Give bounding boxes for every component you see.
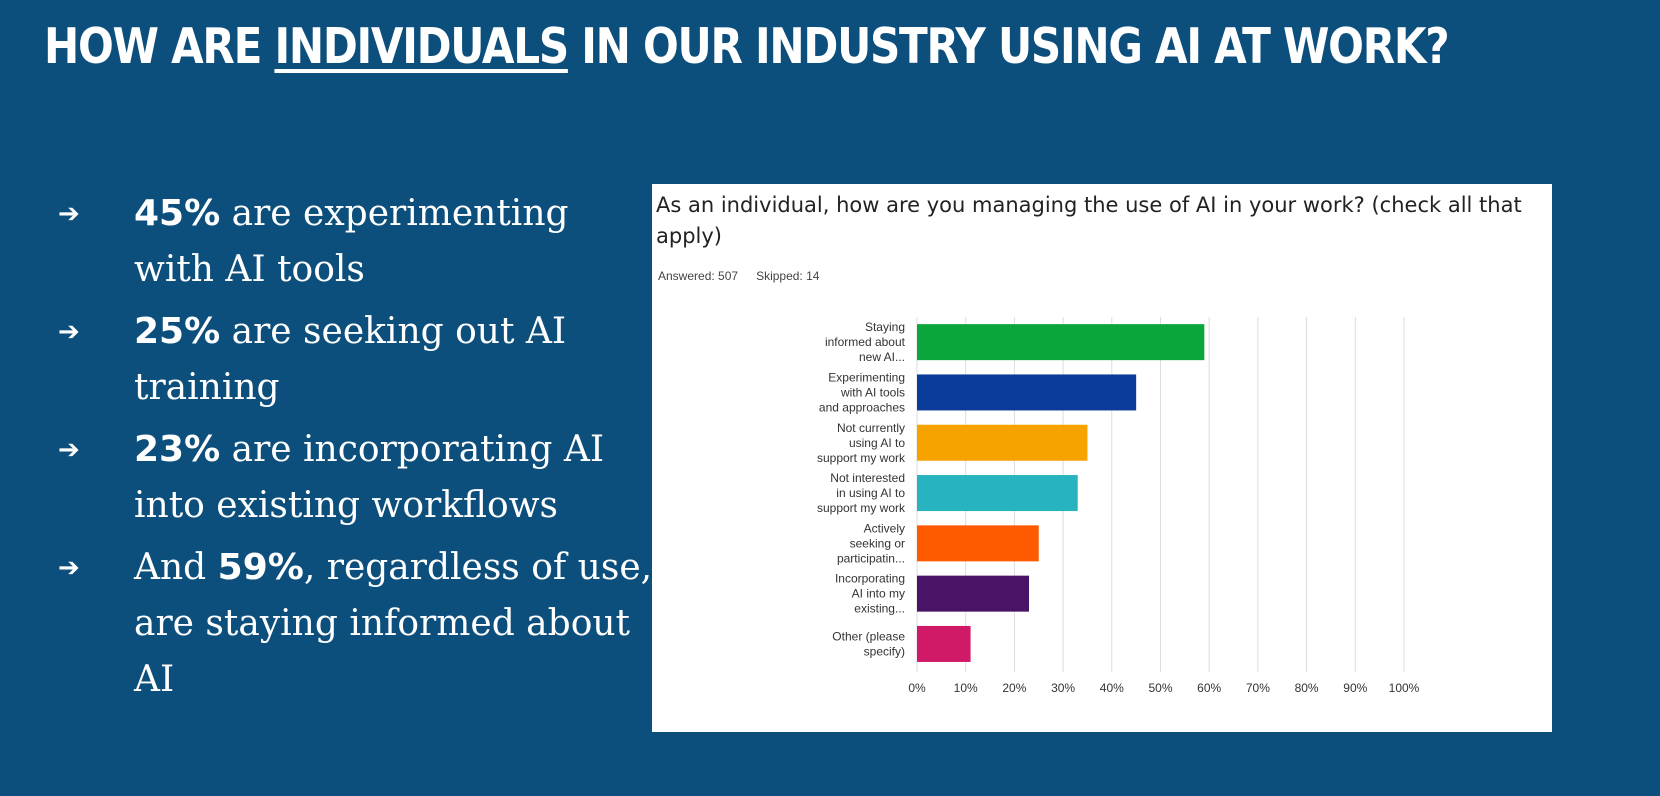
- bullet-text: are incorporating AI into existing workf…: [134, 429, 605, 526]
- bar: [917, 424, 1088, 461]
- bullet-stat: 59%: [217, 547, 304, 588]
- title-suffix: IN OUR INDUSTRY USING AI AT WORK?: [567, 18, 1449, 75]
- bullet-list: ➔ 45% are experimenting with AI tools ➔ …: [58, 186, 658, 714]
- category-label-line: using AI to: [849, 436, 905, 450]
- bullet-item: ➔ 25% are seeking out AI training: [58, 304, 658, 416]
- arrow-icon: ➔: [58, 199, 80, 229]
- bullet-text: , regardless of use, are staying informe…: [134, 547, 653, 700]
- category-label: Other (please specify): [832, 629, 905, 658]
- chart-panel: As an individual, how are you managing t…: [652, 184, 1552, 732]
- bar: [917, 374, 1137, 411]
- title-emphasis: INDIVIDUALS: [274, 18, 569, 75]
- arrow-icon: ➔: [58, 435, 80, 465]
- category-label-line: Not currently: [837, 421, 905, 435]
- category-label-line: seeking or: [850, 536, 905, 550]
- category-label: Staying informed about new AI...: [825, 320, 906, 364]
- bar: [917, 475, 1078, 512]
- bar: [917, 575, 1030, 612]
- category-label: Not interested in using AI to support my w…: [817, 471, 906, 515]
- bullet-stat: 23%: [134, 429, 221, 470]
- bar: [917, 625, 971, 662]
- category-label-line: Incorporating: [835, 572, 905, 586]
- x-tick-label: 0%: [908, 681, 926, 695]
- category-label-line: existing...: [854, 602, 905, 616]
- x-tick-label: 80%: [1295, 681, 1319, 695]
- category-label-line: Actively: [864, 521, 905, 535]
- arrow-icon: ➔: [58, 553, 80, 583]
- skipped-count: Skipped: 14: [756, 269, 820, 283]
- category-label-line: Experimenting: [828, 370, 905, 384]
- x-tick-label: 70%: [1246, 681, 1270, 695]
- category-label-line: Not interested: [830, 471, 905, 485]
- bullet-item: ➔ And 59%, regardless of use, are stayin…: [58, 540, 658, 708]
- category-label: Not currently using AI to support my work: [817, 421, 906, 465]
- category-label-line: AI into my: [852, 587, 905, 601]
- category-label-line: new AI...: [859, 350, 905, 364]
- x-tick-label: 90%: [1343, 681, 1367, 695]
- x-tick-label: 20%: [1002, 681, 1026, 695]
- bar: [917, 525, 1039, 562]
- bullet-prefix: And: [134, 547, 218, 588]
- bullet-text: are seeking out AI training: [134, 311, 567, 408]
- arrow-icon: ➔: [58, 317, 80, 347]
- category-label: Experimenting with AI tools and approaches: [819, 370, 905, 414]
- x-tick-label: 100%: [1389, 681, 1420, 695]
- x-tick-label: 60%: [1197, 681, 1221, 695]
- bullet-item: ➔ 45% are experimenting with AI tools: [58, 186, 658, 298]
- category-label-line: support my work: [817, 501, 906, 515]
- category-label: Actively seeking or participatin...: [837, 521, 905, 565]
- category-label: Incorporating AI into my existing...: [835, 572, 905, 616]
- category-label-line: with AI tools: [840, 385, 905, 399]
- bar-chart: Staying informed about new AI... Experiment…: [817, 317, 1420, 695]
- category-label-line: Other (please: [832, 629, 905, 643]
- category-label-line: Staying: [865, 320, 905, 334]
- x-tick-label: 30%: [1051, 681, 1075, 695]
- chart-question: As an individual, how are you managing t…: [656, 193, 1522, 248]
- answered-count: Answered: 507: [658, 269, 739, 283]
- category-label-line: participatin...: [837, 551, 905, 565]
- bullet-text: are experimenting with AI tools: [134, 193, 569, 290]
- slide-title: HOW ARE INDIVIDUALS IN OUR INDUSTRY USIN…: [44, 18, 1450, 75]
- x-tick-label: 10%: [954, 681, 978, 695]
- response-stats: Answered: 507 Skipped: 14: [658, 269, 837, 283]
- bullet-item: ➔ 23% are incorporating AI into existing…: [58, 422, 658, 534]
- x-tick-label: 40%: [1100, 681, 1124, 695]
- category-label-line: and approaches: [819, 400, 905, 414]
- category-label-line: specify): [864, 644, 905, 658]
- bullet-stat: 25%: [134, 311, 221, 352]
- category-label-line: informed about: [825, 335, 906, 349]
- category-label-line: support my work: [817, 451, 906, 465]
- category-label-line: in using AI to: [836, 486, 905, 500]
- bar: [917, 324, 1205, 361]
- title-prefix: HOW ARE: [44, 18, 275, 75]
- bullet-stat: 45%: [134, 193, 221, 234]
- x-tick-label: 50%: [1148, 681, 1172, 695]
